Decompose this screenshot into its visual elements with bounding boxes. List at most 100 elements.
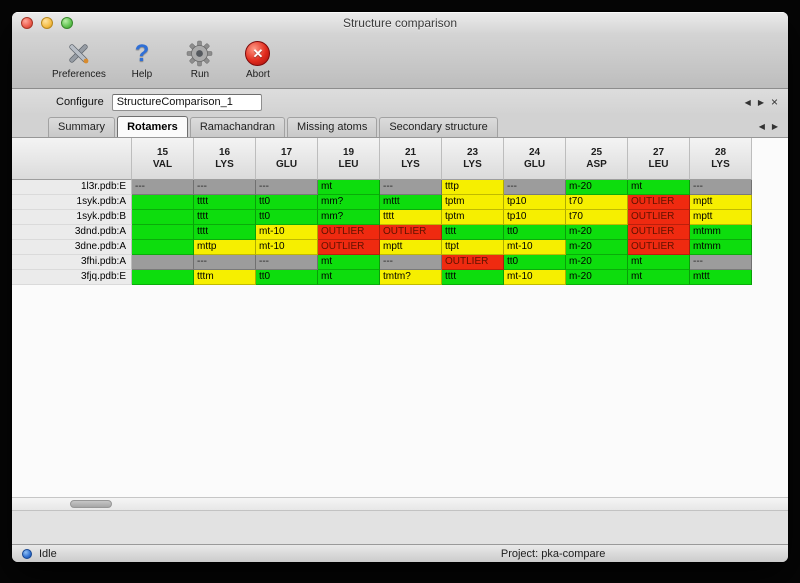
rotamer-cell[interactable]: mm? — [318, 195, 380, 210]
row-label[interactable]: 1syk.pdb:B — [12, 210, 132, 225]
close-config-icon[interactable]: × — [770, 95, 778, 109]
rotamer-cell[interactable]: m-20 — [566, 180, 628, 195]
rotamer-cell[interactable]: mt — [628, 255, 690, 270]
zoom-button[interactable] — [61, 17, 73, 29]
rotamer-cell[interactable]: tttt — [442, 225, 504, 240]
rotamer-cell[interactable]: tp10 — [504, 195, 566, 210]
rotamer-cell[interactable]: mttt — [380, 195, 442, 210]
row-label[interactable]: 3dnd.pdb:A — [12, 225, 132, 240]
rotamer-cell[interactable]: mttt — [690, 270, 752, 285]
rotamer-cell[interactable]: mt — [318, 270, 380, 285]
horizontal-scrollbar-thumb[interactable] — [70, 500, 112, 508]
prev-config-icon[interactable]: ◀ — [744, 97, 751, 107]
tab-rotamers[interactable]: Rotamers — [117, 116, 188, 137]
row-label[interactable]: 1l3r.pdb:E — [12, 180, 132, 195]
rotamer-cell[interactable] — [132, 210, 194, 225]
rotamer-cell[interactable]: mptt — [380, 240, 442, 255]
abort-button[interactable]: ✕ Abort — [236, 38, 280, 80]
rotamer-cell[interactable]: --- — [256, 180, 318, 195]
rotamer-cell[interactable]: --- — [690, 180, 752, 195]
rotamer-cell[interactable]: t70 — [566, 195, 628, 210]
rotamer-cell[interactable]: mtmm — [690, 240, 752, 255]
tab-summary[interactable]: Summary — [48, 117, 116, 137]
rotamer-cell[interactable]: --- — [380, 255, 442, 270]
rotamer-cell[interactable]: mttp — [194, 240, 256, 255]
rotamer-cell[interactable] — [132, 240, 194, 255]
rotamer-cell[interactable]: tttt — [194, 195, 256, 210]
tabs-container: Summary Rotamers Ramachandran Missing atoms… — [48, 116, 498, 137]
help-button[interactable]: ? Help — [120, 38, 164, 80]
rotamer-cell[interactable] — [132, 225, 194, 240]
rotamer-cell[interactable]: OUTLIER — [318, 240, 380, 255]
rotamer-cell[interactable]: --- — [132, 180, 194, 195]
rotamer-cell[interactable]: tttt — [380, 210, 442, 225]
row-label[interactable]: 1syk.pdb:A — [12, 195, 132, 210]
rotamer-cell[interactable]: mptt — [690, 195, 752, 210]
rotamer-cell[interactable]: OUTLIER — [628, 225, 690, 240]
structure-comparison-window: Structure comparison Preferences ? Help — [12, 12, 788, 562]
rotamer-cell[interactable]: m-20 — [566, 240, 628, 255]
rotamer-cell[interactable]: tttt — [194, 225, 256, 240]
rotamer-cell[interactable]: mt-10 — [504, 270, 566, 285]
rotamer-cell[interactable]: tttp — [442, 180, 504, 195]
rotamer-cell[interactable] — [132, 270, 194, 285]
rotamer-cell[interactable]: tt0 — [256, 270, 318, 285]
rotamer-cell[interactable]: tttt — [442, 270, 504, 285]
rotamer-cell[interactable]: tt0 — [504, 225, 566, 240]
tab-secondary-structure[interactable]: Secondary structure — [379, 117, 498, 137]
rotamer-cell[interactable]: m-20 — [566, 225, 628, 240]
tab-missing-atoms[interactable]: Missing atoms — [287, 117, 378, 137]
rotamer-cell[interactable]: mt-10 — [256, 240, 318, 255]
rotamer-cell[interactable]: tt0 — [256, 195, 318, 210]
row-label[interactable]: 3fjq.pdb:E — [12, 270, 132, 285]
rotamer-cell[interactable]: mptt — [690, 210, 752, 225]
preferences-button[interactable]: Preferences — [52, 38, 106, 80]
rotamer-cell[interactable]: mm? — [318, 210, 380, 225]
rotamer-cell[interactable]: --- — [690, 255, 752, 270]
rotamer-cell[interactable]: mtmm — [690, 225, 752, 240]
column-header-17: 17 GLU — [256, 138, 318, 180]
rotamer-cell[interactable]: --- — [380, 180, 442, 195]
rotamer-cell[interactable]: tttt — [194, 210, 256, 225]
minimize-button[interactable] — [41, 17, 53, 29]
rotamer-cell[interactable]: tmtm? — [380, 270, 442, 285]
rotamer-cell[interactable]: OUTLIER — [318, 225, 380, 240]
rotamer-cell[interactable]: OUTLIER — [380, 225, 442, 240]
rotamer-cell[interactable]: --- — [256, 255, 318, 270]
tab-ramachandran[interactable]: Ramachandran — [189, 117, 286, 137]
rotamer-cell[interactable]: tp10 — [504, 210, 566, 225]
rotamer-cell[interactable]: OUTLIER — [442, 255, 504, 270]
next-config-icon[interactable]: ▶ — [757, 97, 764, 107]
rotamer-cell[interactable]: mt — [318, 180, 380, 195]
rotamer-cell[interactable]: m-20 — [566, 270, 628, 285]
close-button[interactable] — [21, 17, 33, 29]
rotamer-cell[interactable] — [132, 195, 194, 210]
horizontal-scrollbar[interactable] — [12, 497, 788, 510]
rotamer-cell[interactable]: --- — [194, 255, 256, 270]
rotamer-cell[interactable]: mt-10 — [504, 240, 566, 255]
rotamer-cell[interactable]: --- — [504, 180, 566, 195]
rotamer-cell[interactable]: tptm — [442, 195, 504, 210]
rotamer-cell[interactable]: t70 — [566, 210, 628, 225]
rotamer-cell[interactable]: OUTLIER — [628, 240, 690, 255]
next-tab-icon[interactable]: ▶ — [771, 122, 778, 131]
rotamer-cell[interactable]: tptm — [442, 210, 504, 225]
rotamer-cell[interactable]: tt0 — [504, 255, 566, 270]
prev-tab-icon[interactable]: ◀ — [758, 122, 765, 131]
run-button[interactable]: Run — [178, 38, 222, 80]
rotamer-cell[interactable]: OUTLIER — [628, 195, 690, 210]
rotamer-cell[interactable]: tt0 — [256, 210, 318, 225]
rotamer-cell[interactable]: mt — [318, 255, 380, 270]
rotamer-cell[interactable]: m-20 — [566, 255, 628, 270]
rotamer-cell[interactable]: --- — [194, 180, 256, 195]
rotamer-cell[interactable]: mt — [628, 270, 690, 285]
row-label[interactable]: 3dne.pdb:A — [12, 240, 132, 255]
rotamer-cell[interactable]: OUTLIER — [628, 210, 690, 225]
rotamer-cell[interactable] — [132, 255, 194, 270]
rotamer-cell[interactable]: tttm — [194, 270, 256, 285]
rotamer-cell[interactable]: mt-10 — [256, 225, 318, 240]
configure-name-field[interactable] — [111, 93, 262, 111]
row-label[interactable]: 3fhi.pdb:A — [12, 255, 132, 270]
rotamer-cell[interactable]: mt — [628, 180, 690, 195]
rotamer-cell[interactable]: ttpt — [442, 240, 504, 255]
